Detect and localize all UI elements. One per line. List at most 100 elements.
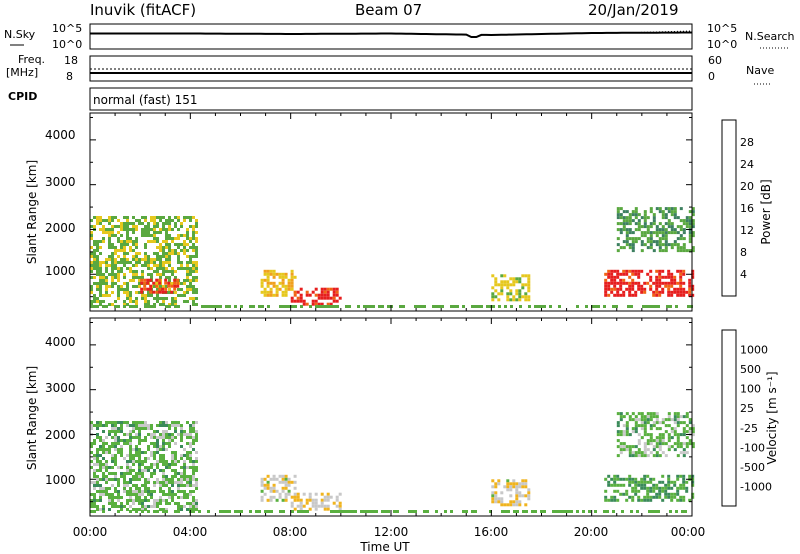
power-cell-2 bbox=[266, 272, 270, 276]
velocity-cell-0 bbox=[174, 469, 177, 472]
velocity-cell-0 bbox=[144, 451, 147, 454]
power-cell-2 bbox=[263, 290, 267, 294]
power-cell-0 bbox=[183, 267, 186, 270]
power-cell-4 bbox=[515, 280, 519, 284]
power-cell-0 bbox=[123, 282, 126, 285]
velocity-ytick-2000: 2000 bbox=[45, 428, 76, 442]
velocity-cell-0 bbox=[171, 481, 174, 484]
power-cell-0 bbox=[186, 243, 189, 246]
velocity-cell-1 bbox=[263, 492, 267, 496]
velocity-cell-0 bbox=[102, 424, 105, 427]
power-cell-6 bbox=[661, 231, 665, 235]
power-cell-5 bbox=[634, 269, 638, 273]
velocity-cell-5 bbox=[616, 430, 620, 434]
velocity-cell-5 bbox=[649, 439, 653, 443]
velocity-cell-0 bbox=[153, 472, 156, 475]
velocity-cell-0 bbox=[123, 475, 126, 478]
power-cell-0 bbox=[111, 267, 114, 270]
velocity-cell-0 bbox=[99, 460, 102, 463]
velocity-cell-0 bbox=[120, 427, 123, 430]
power-cell-6 bbox=[691, 225, 695, 229]
power-cell-0 bbox=[171, 240, 174, 243]
velocity-cell-0 bbox=[156, 502, 159, 505]
power-cell-3 bbox=[299, 296, 303, 300]
velocity-cell-0 bbox=[135, 487, 138, 490]
power-cell-6 bbox=[616, 207, 620, 211]
power-cell-0 bbox=[126, 258, 129, 261]
power-cell-4 bbox=[512, 277, 516, 281]
velocity-cell-5 bbox=[685, 415, 689, 419]
power-cell-0 bbox=[162, 261, 165, 264]
velocity-cell-0 bbox=[96, 481, 99, 484]
power-cell-6 bbox=[616, 228, 620, 232]
power-ground-cell bbox=[462, 305, 465, 308]
velocity-cell-0 bbox=[117, 436, 120, 439]
velocity-cell-0 bbox=[153, 505, 156, 508]
velocity-cell-0 bbox=[174, 493, 177, 496]
power-cell-6 bbox=[676, 216, 680, 220]
velocity-cell-4 bbox=[643, 483, 647, 487]
power-cell-5 bbox=[625, 269, 629, 273]
power-cell-6 bbox=[619, 216, 623, 220]
power-cell-0 bbox=[96, 261, 99, 264]
velocity-cell-0 bbox=[135, 445, 138, 448]
power-cell-0 bbox=[186, 249, 189, 252]
velocity-cell-5 bbox=[661, 436, 665, 440]
power-ground-cell bbox=[438, 305, 441, 308]
power-cell-0 bbox=[150, 216, 153, 219]
velocity-cell-0 bbox=[165, 484, 168, 487]
power-cell-0 bbox=[171, 249, 174, 252]
velocity-cell-4 bbox=[631, 495, 635, 499]
power-cell-0 bbox=[96, 222, 99, 225]
power-cell-2 bbox=[269, 287, 273, 291]
velocity-cell-0 bbox=[141, 505, 144, 508]
velocity-cell-0 bbox=[108, 472, 111, 475]
power-cell-0 bbox=[138, 219, 141, 222]
power-ground-cell bbox=[576, 305, 579, 308]
velocity-cell-0 bbox=[96, 508, 99, 511]
power-cell-1 bbox=[173, 287, 177, 291]
velocity-cell-5 bbox=[685, 445, 689, 449]
velocity-cell-0 bbox=[153, 469, 156, 472]
velocity-cell-5 bbox=[670, 445, 674, 449]
velocity-cell-0 bbox=[120, 472, 123, 475]
power-cell-0 bbox=[156, 297, 159, 300]
velocity-cell-4 bbox=[667, 495, 671, 499]
velocity-ground-cell bbox=[561, 510, 564, 513]
power-cell-0 bbox=[144, 228, 147, 231]
power-cell-6 bbox=[637, 237, 641, 241]
velocity-cell-5 bbox=[658, 442, 662, 446]
power-cell-5 bbox=[655, 293, 659, 297]
velocity-cell-0 bbox=[93, 487, 96, 490]
power-cell-0 bbox=[120, 267, 123, 270]
power-cell-6 bbox=[631, 219, 635, 223]
velocity-cell-0 bbox=[192, 505, 195, 508]
power-cell-6 bbox=[628, 213, 632, 217]
power-cell-0 bbox=[189, 267, 192, 270]
power-cell-6 bbox=[652, 216, 656, 220]
power-cell-0 bbox=[171, 282, 174, 285]
velocity-cell-0 bbox=[165, 502, 168, 505]
power-ground-cell bbox=[369, 305, 372, 308]
velocity-cell-5 bbox=[649, 424, 653, 428]
velocity-ground-cell bbox=[198, 510, 201, 513]
power-cell-0 bbox=[102, 237, 105, 240]
power-cell-3 bbox=[296, 290, 300, 294]
velocity-cell-0 bbox=[147, 457, 150, 460]
velocity-cell-3 bbox=[515, 482, 519, 486]
velocity-cell-3 bbox=[515, 485, 519, 489]
power-cell-5 bbox=[679, 275, 683, 279]
velocity-cell-0 bbox=[159, 457, 162, 460]
power-cell-3 bbox=[329, 302, 333, 306]
velocity-ground-cell bbox=[651, 510, 654, 513]
velocity-cell-2 bbox=[320, 504, 324, 508]
velocity-cell-4 bbox=[649, 489, 653, 493]
power-cell-4 bbox=[524, 283, 528, 287]
velocity-ground-cell bbox=[426, 510, 429, 513]
velocity-cell-0 bbox=[144, 490, 147, 493]
velocity-cell-0 bbox=[162, 436, 165, 439]
power-cell-0 bbox=[147, 258, 150, 261]
velocity-cell-5 bbox=[640, 415, 644, 419]
power-cell-2 bbox=[272, 281, 276, 285]
velocity-cell-0 bbox=[147, 490, 150, 493]
